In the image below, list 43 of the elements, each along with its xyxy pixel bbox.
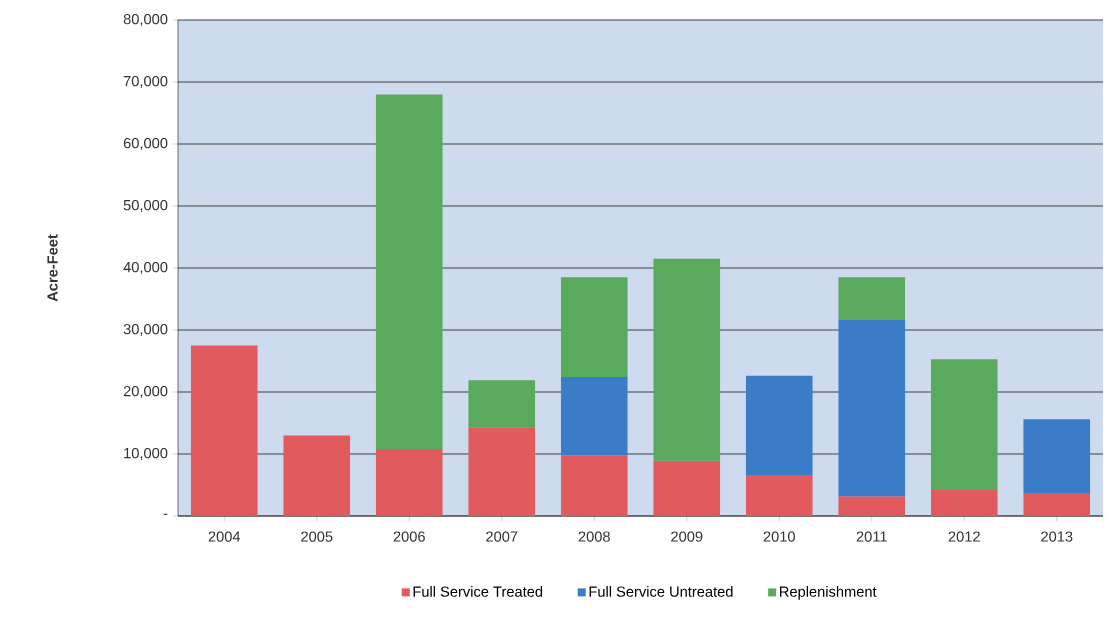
x-tick-label: 2011	[856, 531, 887, 542]
y-tick-label: 40,000	[123, 261, 168, 275]
y-tick-label: 50,000	[123, 199, 168, 213]
bar	[468, 380, 536, 428]
bar	[838, 277, 906, 321]
y-axis-title: Acre-Feet	[47, 234, 58, 302]
bar	[838, 496, 906, 516]
legend-label: Full Service Treated	[413, 586, 543, 597]
bar	[1023, 493, 1091, 516]
bar	[190, 345, 258, 516]
x-tick-label: 2010	[763, 531, 795, 542]
bar	[653, 258, 721, 461]
legend-label: Full Service Untreated	[589, 586, 733, 597]
bar	[930, 489, 998, 516]
x-tick-label: 2008	[578, 531, 610, 542]
bar	[745, 475, 813, 516]
bar	[745, 375, 813, 476]
y-tick-label: 80,000	[123, 13, 168, 27]
x-tick-label: 2004	[208, 531, 241, 542]
y-tick-label: 30,000	[123, 323, 168, 337]
x-tick-label: 2005	[301, 531, 333, 542]
x-tick-label: 2009	[671, 531, 703, 542]
bar	[375, 449, 443, 516]
y-tick-label: -	[163, 513, 168, 515]
legend-label: Replenishment	[780, 586, 877, 600]
bar	[1023, 419, 1091, 494]
bar	[468, 427, 536, 516]
x-tick-label: 2006	[393, 531, 425, 542]
bar	[375, 94, 443, 450]
y-tick-label: 70,000	[123, 75, 168, 89]
bar	[930, 359, 998, 490]
bar	[838, 320, 906, 497]
x-tick-label: 2012	[948, 531, 980, 542]
bar	[560, 377, 628, 456]
bar	[283, 435, 351, 516]
bar	[653, 460, 721, 516]
x-tick-label: 2013	[1041, 531, 1073, 542]
y-tick-label: 20,000	[123, 385, 168, 399]
bar	[560, 277, 628, 378]
x-tick-label: 2007	[486, 531, 518, 542]
bar	[560, 455, 628, 516]
y-tick-label: 60,000	[123, 137, 168, 151]
y-tick-label: 10,000	[124, 447, 168, 461]
